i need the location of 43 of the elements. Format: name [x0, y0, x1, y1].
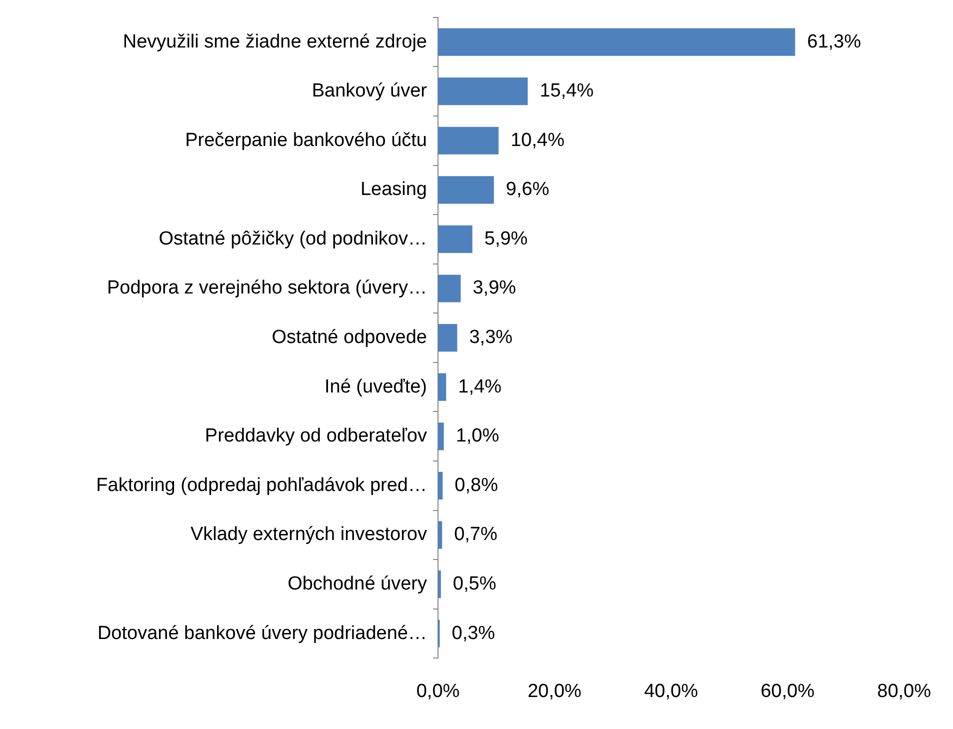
- y-tick-label: Ostatné odpovede: [272, 327, 427, 348]
- data-label: 61,3%: [807, 31, 862, 52]
- y-tick-label: Podpora z verejného sektora (úvery…: [107, 278, 427, 299]
- y-tick-label: Leasing: [360, 179, 427, 200]
- data-label: 1,4%: [458, 376, 502, 398]
- data-label: 1,0%: [456, 426, 500, 447]
- bar: [438, 28, 796, 56]
- bar: [438, 521, 442, 549]
- bar: [438, 274, 461, 302]
- bar: [438, 422, 444, 450]
- bar: [438, 176, 494, 204]
- x-tick-label: 80,0%: [877, 680, 932, 702]
- data-label: 10,4%: [510, 130, 565, 151]
- data-label: 0,3%: [452, 622, 496, 644]
- data-label: 0,5%: [452, 573, 496, 594]
- data-label: 3,9%: [472, 278, 516, 299]
- x-tick-label: 20,0%: [528, 680, 582, 702]
- x-tick-label: 0,0%: [416, 680, 460, 702]
- y-tick-label: Nevyužili sme žiadne externé zdroje: [122, 31, 427, 52]
- y-tick-label: Preddavky od odberateľov: [204, 426, 428, 447]
- bar: [438, 570, 441, 598]
- y-tick-label: Obchodné úvery: [288, 573, 428, 594]
- y-tick-label: Faktoring (odpredaj pohľadávok pred…: [96, 474, 427, 496]
- bar: [438, 324, 458, 352]
- y-tick-label: Dotované bankové úvery podriadené…: [97, 622, 427, 644]
- y-tick-label: Prečerpanie bankového účtu: [185, 130, 427, 151]
- y-tick-label: Vklady externých investorov: [190, 524, 428, 546]
- bar: [438, 126, 499, 154]
- data-label: 5,9%: [484, 228, 528, 250]
- bar: [438, 472, 443, 500]
- x-tick-label: 40,0%: [644, 680, 698, 702]
- y-tick-label: Ostatné pôžičky (od podnikov…: [158, 228, 427, 250]
- data-label: 3,3%: [469, 327, 513, 348]
- x-tick-label: 60,0%: [760, 680, 815, 702]
- y-tick-label: Bankový úver: [312, 80, 428, 102]
- bar: [438, 78, 528, 106]
- data-label: 0,8%: [454, 474, 498, 496]
- data-label: 15,4%: [540, 80, 594, 102]
- bar: [438, 373, 446, 401]
- data-label: 9,6%: [506, 179, 550, 200]
- data-label: 0,7%: [454, 524, 498, 546]
- bar: [438, 225, 472, 254]
- y-tick-label: Iné (uveďte): [324, 376, 427, 398]
